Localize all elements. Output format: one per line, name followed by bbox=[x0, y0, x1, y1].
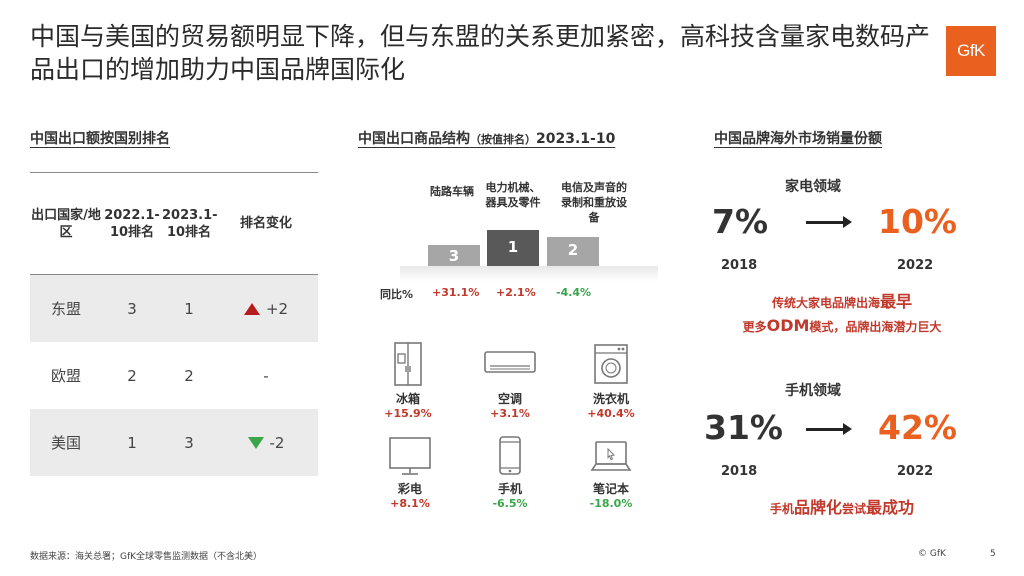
phone-icon bbox=[499, 436, 521, 475]
rank-2023-cell: 2 bbox=[184, 366, 194, 385]
appliance-to-year: 2022 bbox=[897, 258, 934, 273]
podium-label-3: 陆路车辆 bbox=[430, 185, 474, 198]
product-value: +3.1% bbox=[490, 407, 530, 420]
footer-source: 数据来源：海关总署；GfK全球零售监测数据（不含北美） bbox=[30, 552, 263, 562]
product-laptop: 笔记本 -18.0% bbox=[571, 436, 651, 510]
change-value: - bbox=[263, 366, 269, 385]
phone-to-pct: 42% bbox=[878, 408, 957, 447]
phone-domain-label: 手机领域 bbox=[785, 383, 841, 399]
note-emphasis: 最早 bbox=[880, 292, 913, 311]
change-cell: -2 bbox=[216, 434, 316, 452]
table-header: 出口国家/地区 2022.1-10排名 2023.1-10排名 排名变化 bbox=[30, 172, 318, 275]
rank-2022-cell: 3 bbox=[127, 299, 137, 318]
note-text: 传统大家电品牌出海 bbox=[771, 296, 880, 310]
header-region: 出口国家/地区 bbox=[31, 207, 101, 240]
change-cell: +2 bbox=[216, 300, 316, 318]
product-name: 笔记本 bbox=[592, 482, 629, 496]
export-rank-table: 出口国家/地区 2022.1-10排名 2023.1-10排名 排名变化 东盟 … bbox=[30, 172, 318, 476]
middle-section-title: 中国出口商品结构（按值排名）2023.1-10 bbox=[358, 128, 615, 148]
page-number: 5 bbox=[990, 549, 996, 559]
footer-copyright: © GfK bbox=[918, 549, 946, 559]
phone-from-pct: 31% bbox=[704, 408, 783, 447]
triangle-down-icon bbox=[247, 436, 264, 449]
product-tv: 彩电 +8.1% bbox=[370, 436, 450, 510]
phone-to-year: 2022 bbox=[897, 464, 934, 479]
phone-from-year: 2018 bbox=[721, 464, 758, 479]
region-cell: 欧盟 bbox=[50, 367, 81, 385]
laptop-icon bbox=[590, 441, 632, 471]
page-title: 中国与美国的贸易额明显下降，但与东盟的关系更加紧密，高科技含量家电数码产品出口的… bbox=[30, 22, 931, 84]
appliance-from-year: 2018 bbox=[721, 258, 758, 273]
note-text: 尝试 bbox=[842, 502, 867, 516]
podium-block-2: 2 bbox=[547, 237, 599, 266]
left-section-title: 中国出口额按国别排名 bbox=[30, 131, 170, 147]
rank-2023-cell: 1 bbox=[184, 299, 194, 318]
yoy-value-3: +31.1% bbox=[432, 286, 480, 299]
product-air-conditioner: 空调 +3.1% bbox=[470, 342, 550, 420]
product-name: 手机 bbox=[497, 482, 522, 496]
podium-block-3: 3 bbox=[428, 245, 480, 266]
podium-block-1: 1 bbox=[487, 230, 539, 266]
appliance-note-1: 传统大家电品牌出海最早 bbox=[722, 288, 962, 312]
product-name: 冰箱 bbox=[395, 392, 420, 406]
change-value: +2 bbox=[265, 299, 289, 318]
note-text: 更多 bbox=[742, 320, 767, 334]
middle-title-period: 2023.1-10 bbox=[536, 131, 616, 147]
air-conditioner-icon bbox=[484, 351, 536, 373]
note-emphasis: ODM bbox=[766, 316, 810, 335]
header-rank-2023: 2023.1-10排名 bbox=[162, 207, 218, 240]
phone-arrow-icon bbox=[806, 423, 852, 435]
washing-machine-icon bbox=[594, 344, 628, 384]
yoy-value-2: -4.4% bbox=[556, 286, 592, 299]
middle-title-small: （按值排名） bbox=[470, 133, 536, 146]
appliance-from-pct: 7% bbox=[712, 202, 769, 241]
appliance-to-pct: 10% bbox=[878, 202, 957, 241]
change-cell: - bbox=[216, 367, 316, 385]
header-rank-2022: 2022.1-10排名 bbox=[104, 207, 160, 240]
product-washing-machine: 洗衣机 +40.4% bbox=[571, 342, 651, 420]
table-row: 欧盟 2 2 - bbox=[30, 342, 318, 409]
note-text: 模式，品牌出海潜力巨大 bbox=[809, 320, 942, 334]
middle-title-main: 中国出口商品结构 bbox=[358, 131, 470, 147]
podium-label-1: 电力机械、器具及零件 bbox=[485, 181, 541, 209]
product-value: -6.5% bbox=[492, 497, 528, 510]
appliance-note-2: 更多ODM模式，品牌出海潜力巨大 bbox=[712, 316, 972, 335]
phone-note: 手机品牌化尝试最成功 bbox=[722, 494, 962, 518]
product-name: 彩电 bbox=[397, 482, 422, 496]
note-emphasis: 品牌化 bbox=[793, 498, 842, 517]
yoy-value-1: +2.1% bbox=[496, 286, 536, 299]
product-value: +40.4% bbox=[587, 407, 635, 420]
table-row: 东盟 3 1 +2 bbox=[30, 275, 318, 342]
fridge-icon bbox=[394, 342, 422, 386]
product-name: 空调 bbox=[497, 392, 522, 406]
header-rank-change: 排名变化 bbox=[239, 216, 292, 231]
product-fridge: 冰箱 +15.9% bbox=[368, 342, 448, 420]
product-name: 洗衣机 bbox=[592, 392, 629, 406]
appliance-domain-label: 家电领域 bbox=[785, 179, 841, 195]
triangle-up-icon bbox=[243, 302, 260, 315]
region-cell: 东盟 bbox=[50, 300, 81, 318]
table-row: 美国 1 3 -2 bbox=[30, 409, 318, 476]
right-section-title: 中国品牌海外市场销量份额 bbox=[714, 131, 882, 147]
product-value: +8.1% bbox=[390, 497, 430, 510]
region-cell: 美国 bbox=[50, 434, 81, 452]
note-emphasis: 最成功 bbox=[866, 498, 915, 517]
note-text: 手机 bbox=[769, 502, 794, 516]
product-value: -18.0% bbox=[589, 497, 633, 510]
rank-2022-cell: 1 bbox=[127, 433, 137, 452]
podium-label-2: 电信及声音的录制和重放设备 bbox=[561, 181, 627, 224]
tv-icon bbox=[389, 437, 431, 475]
product-phone: 手机 -6.5% bbox=[470, 436, 550, 510]
gfk-logo: GfK bbox=[946, 26, 996, 76]
yoy-label: 同比% bbox=[380, 288, 414, 301]
podium-base bbox=[400, 266, 658, 282]
change-value: -2 bbox=[269, 433, 285, 452]
rank-2023-cell: 3 bbox=[184, 433, 194, 452]
appliance-arrow-icon bbox=[806, 216, 852, 228]
product-value: +15.9% bbox=[384, 407, 432, 420]
rank-2022-cell: 2 bbox=[127, 366, 137, 385]
